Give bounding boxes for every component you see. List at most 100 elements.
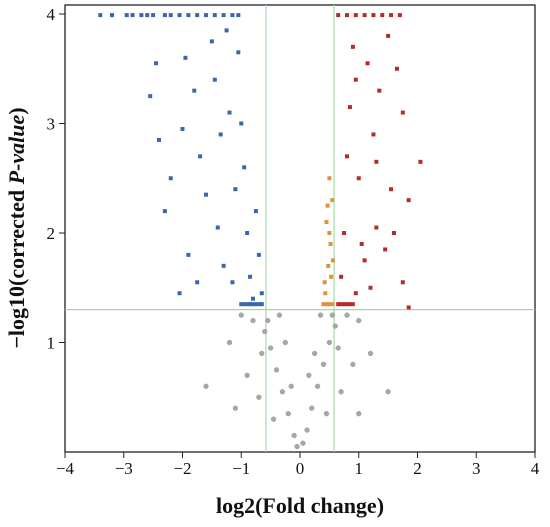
point-s1-12: [394, 66, 399, 71]
point-s0-13: [212, 13, 217, 18]
point-s0-7: [162, 13, 167, 18]
point-s0-49: [242, 302, 247, 307]
point-s1-26: [336, 302, 341, 307]
point-s0-21: [192, 88, 197, 93]
point-s1-15: [389, 187, 394, 192]
point-s0-25: [198, 154, 203, 159]
point-s1-3: [362, 13, 367, 18]
point-s3-31: [367, 350, 374, 357]
point-s0-16: [236, 13, 241, 18]
x-tick-label-0: −4: [56, 459, 75, 478]
x-tick-label-3: −1: [232, 459, 250, 478]
point-s0-51: [248, 302, 253, 307]
point-s2-4: [322, 280, 327, 285]
point-s1-29: [345, 302, 349, 307]
point-s3-23: [350, 361, 356, 368]
x-tick-label-6: 2: [413, 459, 422, 478]
point-s0-29: [218, 132, 223, 137]
point-s0-37: [230, 280, 235, 285]
point-s0-46: [256, 252, 261, 257]
point-s0-30: [224, 28, 229, 33]
point-s1-17: [418, 159, 423, 164]
y-tick-label-3: 4: [47, 5, 56, 24]
point-s3-6: [279, 389, 285, 395]
point-s0-50: [245, 302, 250, 307]
point-s0-28: [204, 192, 208, 197]
point-s3-0: [294, 443, 300, 450]
point-s1-7: [397, 13, 402, 18]
point-s1-10: [386, 33, 391, 38]
point-s3-35: [356, 411, 362, 417]
point-s1-9: [365, 61, 370, 66]
point-s3-34: [232, 405, 238, 411]
point-s0-5: [145, 13, 150, 18]
point-s0-41: [242, 165, 247, 170]
point-s1-6: [389, 13, 394, 18]
y-axis-ticks: 1 2 3 4: [47, 5, 65, 353]
x-tick-label-1: −3: [115, 459, 133, 478]
point-s3-16: [238, 312, 244, 318]
x-tick-label-7: 3: [472, 459, 481, 478]
x-tick-label-8: 4: [531, 459, 540, 478]
y-axis-title-italic: P-value: [4, 114, 29, 185]
point-s0-2: [124, 13, 129, 18]
point-s3-9: [320, 361, 327, 368]
point-s3-39: [335, 345, 341, 351]
point-s2-2: [327, 302, 332, 307]
point-s3-24: [265, 318, 271, 324]
point-s1-4: [371, 13, 376, 18]
point-s1-19: [400, 280, 405, 285]
x-tick-label-5: 1: [355, 459, 364, 478]
point-s0-11: [195, 13, 200, 18]
point-s0-0: [98, 13, 103, 18]
point-s0-9: [177, 13, 182, 18]
point-s3-3: [304, 427, 310, 433]
point-s1-39: [392, 231, 396, 235]
point-s0-24: [162, 209, 167, 214]
point-s1-30: [347, 302, 352, 307]
point-s0-3: [130, 13, 135, 18]
point-s1-32: [353, 291, 358, 296]
point-s0-32: [215, 225, 220, 230]
point-s3-1: [300, 440, 306, 446]
point-s1-1: [345, 13, 349, 18]
point-s1-23: [347, 105, 352, 110]
point-s2-1: [324, 302, 329, 307]
point-s3-10: [268, 345, 274, 351]
point-s1-16: [406, 198, 411, 203]
point-s3-15: [344, 312, 350, 318]
point-s3-32: [203, 383, 209, 389]
point-s1-20: [374, 225, 379, 230]
point-s3-21: [338, 389, 344, 395]
x-tick-label-4: 0: [296, 459, 305, 478]
point-s0-36: [177, 291, 182, 296]
point-s3-5: [309, 405, 315, 411]
point-s0-26: [209, 39, 214, 44]
point-s3-4: [285, 411, 291, 417]
point-s0-18: [148, 94, 153, 99]
point-s3-27: [312, 350, 318, 357]
point-s0-39: [236, 50, 241, 55]
point-s0-45: [253, 209, 258, 214]
point-s1-27: [339, 302, 344, 307]
y-axis-title: −log10(corrected P-value): [4, 107, 29, 348]
point-s0-10: [186, 13, 191, 18]
point-s1-5: [380, 13, 385, 18]
point-s0-20: [183, 55, 188, 60]
point-s0-27: [212, 77, 217, 82]
point-s1-36: [345, 154, 349, 159]
point-s1-8: [350, 44, 355, 49]
point-s2-7: [324, 220, 329, 225]
point-s1-31: [350, 302, 355, 307]
point-s3-25: [317, 312, 324, 318]
point-s0-35: [186, 252, 191, 257]
point-s1-37: [353, 77, 358, 82]
point-s1-35: [383, 247, 388, 252]
point-s2-12: [323, 291, 328, 296]
point-s3-18: [270, 416, 277, 422]
point-s1-34: [368, 285, 373, 290]
point-s0-17: [154, 61, 159, 66]
y-tick-label-2: 3: [47, 115, 56, 134]
point-s0-6: [151, 13, 156, 18]
point-s3-29: [306, 372, 312, 378]
